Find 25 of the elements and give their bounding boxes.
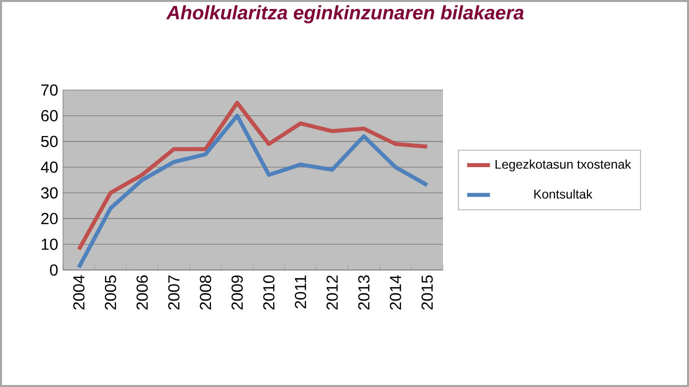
x-tick-label: 2007 <box>168 276 180 310</box>
x-tick-label: 2009 <box>232 275 243 310</box>
y-tick-label: 30 <box>41 187 58 199</box>
x-tick-label: 2013 <box>358 275 370 310</box>
x-tick-label: 2010 <box>263 275 274 310</box>
x-tick-label: 2006 <box>136 275 148 310</box>
x-tick-label: 2004 <box>73 275 84 310</box>
y-tick-label: 60 <box>41 110 58 122</box>
x-tick-label: 2012 <box>326 276 338 310</box>
x-tick-label: 2011 <box>294 276 306 308</box>
y-tick-label: 70 <box>41 84 58 96</box>
x-tick-label: 2014 <box>390 275 402 310</box>
text: Kontsultak <box>534 189 592 199</box>
y-tick-label: 40 <box>40 161 58 173</box>
y-tick-label: 10 <box>42 238 58 250</box>
line-series <box>76 114 430 270</box>
line-series <box>76 100 430 252</box>
chart-title: Aholkularitza eginkinzunaren bilakaera <box>166 5 524 24</box>
x-tick-label: 2008 <box>200 275 212 310</box>
x-tick-label: 2005 <box>104 275 116 310</box>
y-tick-label: 50 <box>41 136 58 148</box>
y-tick-label: 20 <box>41 212 58 224</box>
x-tick-label: 2015 <box>422 275 433 310</box>
y-tick-label: 0 <box>50 264 58 276</box>
legend-label: Legezkotasun txostenak <box>496 159 632 172</box>
